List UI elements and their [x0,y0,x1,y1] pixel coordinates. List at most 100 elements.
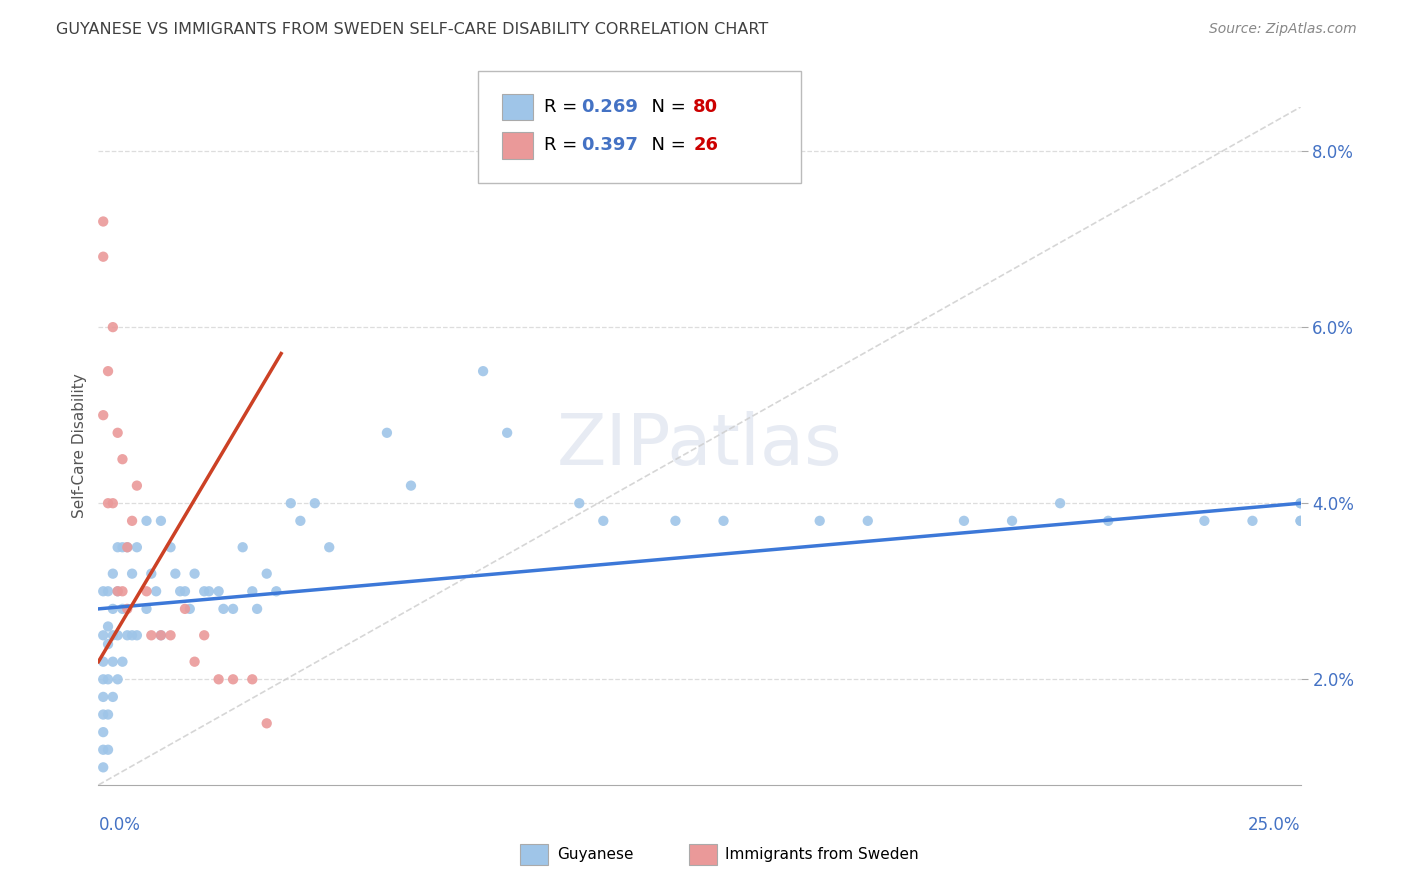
Point [107,541,129,555]
Text: 80: 80 [693,98,718,116]
Point [953,514,976,528]
Point [117,541,139,555]
Point [198,584,221,599]
Point [107,425,129,440]
Point [91,655,114,669]
Point [159,541,181,555]
Point [91,628,114,642]
Point [107,584,129,599]
Point [240,673,263,687]
Point [193,584,215,599]
Point [107,584,129,599]
Point [179,602,201,616]
Point [121,566,143,581]
Point [496,425,519,440]
Point [91,690,114,704]
Point [101,566,124,581]
Point [1289,496,1312,510]
Point [91,584,114,599]
Point [91,725,114,739]
Point [290,514,312,528]
Point [165,566,187,581]
Point [107,628,129,642]
Point [256,716,278,731]
Point [141,628,163,642]
Point [101,628,124,642]
Point [1289,514,1312,528]
Text: Immigrants from Sweden: Immigrants from Sweden [725,847,920,862]
Point [121,514,143,528]
Point [91,707,114,722]
Text: ZIPatlas: ZIPatlas [557,411,842,481]
Point [91,408,114,422]
Point [111,602,134,616]
Point [117,628,139,642]
Point [111,541,134,555]
Point [222,602,245,616]
Point [208,584,231,599]
Point [97,673,120,687]
Point [592,514,614,528]
Point [91,673,114,687]
Point [1097,514,1119,528]
Text: 0.397: 0.397 [581,136,637,154]
Point [97,707,120,722]
Point [266,584,288,599]
Point [91,214,114,228]
Text: 0.269: 0.269 [581,98,637,116]
Point [91,760,114,774]
Point [97,619,120,633]
Point [97,364,120,378]
Point [97,743,120,757]
Text: N =: N = [640,98,692,116]
Point [1289,514,1312,528]
Point [713,514,735,528]
Point [117,602,139,616]
Point [246,602,269,616]
Point [101,602,124,616]
Point [318,541,340,555]
Point [97,584,120,599]
Point [97,637,120,651]
Point [280,496,302,510]
Point [375,425,398,440]
Point [101,690,124,704]
Point [664,514,686,528]
Point [1001,514,1024,528]
Point [111,655,134,669]
Text: R =: R = [544,98,583,116]
Point [856,514,879,528]
Point [149,628,172,642]
Point [1194,514,1216,528]
Point [149,628,172,642]
Point [101,655,124,669]
Point [145,584,167,599]
Point [1049,496,1071,510]
Point [169,584,191,599]
Point [174,584,197,599]
Point [174,602,197,616]
Point [808,514,831,528]
Point [208,673,231,687]
Point [193,628,215,642]
Point [111,584,134,599]
Point [141,566,163,581]
Text: 0.0%: 0.0% [98,816,141,834]
Point [240,584,263,599]
Point [135,602,157,616]
Point [183,566,205,581]
Point [149,514,172,528]
Point [1241,514,1264,528]
Text: 25.0%: 25.0% [1249,816,1301,834]
Y-axis label: Self-Care Disability: Self-Care Disability [72,374,87,518]
Point [256,566,278,581]
Point [91,250,114,264]
Point [107,673,129,687]
Text: R =: R = [544,136,583,154]
Point [101,320,124,334]
Text: GUYANESE VS IMMIGRANTS FROM SWEDEN SELF-CARE DISABILITY CORRELATION CHART: GUYANESE VS IMMIGRANTS FROM SWEDEN SELF-… [56,22,769,37]
Point [232,541,254,555]
Point [117,541,139,555]
Text: Guyanese: Guyanese [557,847,633,862]
Point [135,584,157,599]
